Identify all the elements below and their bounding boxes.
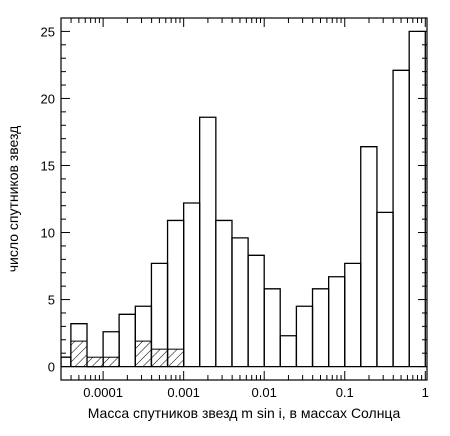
histogram-bin-15 xyxy=(279,335,298,367)
histogram-bin-10 xyxy=(199,116,217,367)
y-tick-label: 20 xyxy=(41,91,55,106)
histogram-bin-14 xyxy=(263,288,281,367)
histogram-bin-21 xyxy=(376,211,394,367)
axis-ticks xyxy=(60,18,427,380)
x-tick-label: 0.0001 xyxy=(83,385,123,400)
hatched-bar-1 xyxy=(70,340,88,368)
y-tick-label: 15 xyxy=(41,158,55,173)
histogram-bin-1 xyxy=(61,356,72,367)
y-tick-label: 0 xyxy=(48,360,55,375)
histogram-bin-9 xyxy=(183,202,201,367)
hatched-bar-5 xyxy=(150,348,169,368)
y-tick-label: 25 xyxy=(41,24,55,39)
histogram-bin-13 xyxy=(247,254,265,367)
x-axis-title: Масса спутников звезд m sin i, в массах … xyxy=(88,405,401,421)
x-tick-label: 1 xyxy=(422,385,429,400)
histogram-bin-5 xyxy=(118,313,136,367)
hatched-bar-2 xyxy=(86,356,104,368)
plot-frame xyxy=(60,17,428,381)
histogram-bin-23 xyxy=(408,30,426,367)
plot-area xyxy=(61,30,427,368)
histogram-bin-8 xyxy=(166,219,185,367)
histogram-bin-20 xyxy=(360,146,378,367)
histogram-bin-19 xyxy=(344,262,362,367)
histogram-bin-12 xyxy=(231,237,249,367)
x-tick-label: 0.1 xyxy=(336,385,354,400)
histogram-bin-18 xyxy=(327,276,346,367)
hatched-bar-4 xyxy=(134,340,152,368)
x-tick-label: 0.01 xyxy=(252,385,277,400)
histogram-bin-11 xyxy=(215,219,233,367)
hatched-bar-6 xyxy=(167,348,185,368)
histogram-bin-17 xyxy=(311,288,330,367)
histogram-bin-22 xyxy=(392,69,410,367)
y-axis-title: число спутников звезд xyxy=(5,126,21,273)
x-tick-label: 0.001 xyxy=(167,385,200,400)
y-tick-label: 5 xyxy=(48,293,55,308)
hatched-bar-3 xyxy=(102,356,120,368)
y-tick-label: 10 xyxy=(41,226,55,241)
histogram-bin-16 xyxy=(295,305,314,367)
histogram-bin-2 xyxy=(70,323,88,367)
